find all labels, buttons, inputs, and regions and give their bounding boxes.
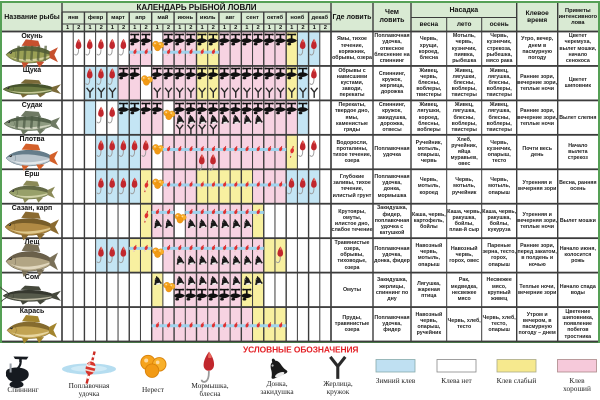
svg-text:УСЛОВНЫЕ ОБОЗНАЧЕНИЯ: УСЛОВНЫЕ ОБОЗНАЧЕНИЯ [243,345,358,355]
